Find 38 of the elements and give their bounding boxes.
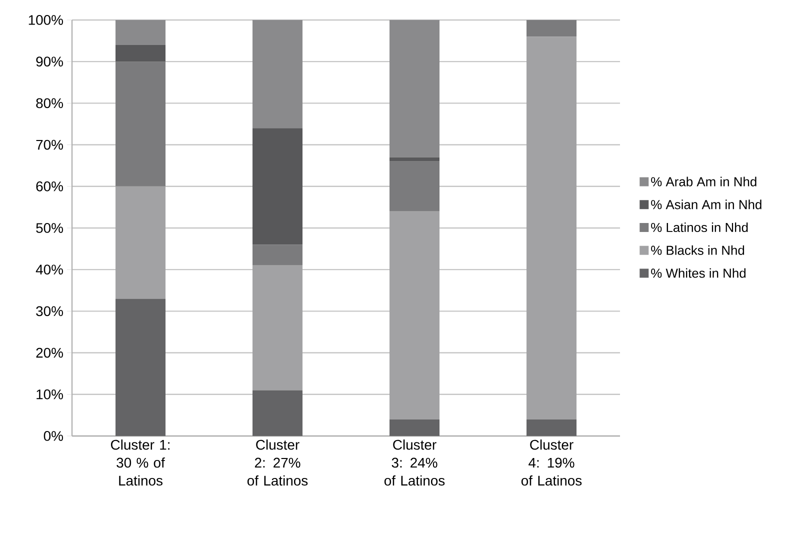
bar [390,419,440,436]
bar [116,298,166,436]
x-tick-label: Cluster 1: 30 % of Latinos [110,440,170,486]
bar [252,128,303,245]
bar [116,62,166,186]
bar [252,244,303,266]
y-tick-label: 0% [44,431,63,441]
bar [116,20,166,45]
bar [252,265,303,390]
bar [526,20,577,37]
bar [116,186,166,299]
bar [390,211,440,420]
x-tick-label: Cluster 3: 24% of Latinos [384,440,445,486]
bar [390,20,440,158]
bar [526,419,577,436]
y-tick-label: 40% [36,264,63,275]
bar [116,44,166,62]
y-tick-label: 90% [36,56,63,67]
y-tick-label: 70% [36,140,63,150]
bar [390,157,440,162]
legend-label: % Blacks in Nhd [651,245,744,255]
legend-label: % Arab Am in Nhd [651,176,756,186]
y-tick-label: 60% [36,181,63,192]
bar [252,20,303,128]
bar [252,390,303,436]
y-tick-label: 20% [36,348,63,358]
y-tick-label: 100% [28,15,63,25]
bar [526,36,577,420]
x-tick-label: Cluster 2: 27% of Latinos [247,440,308,486]
y-tick-label: 10% [36,389,63,400]
legend-label: % Asian Am in Nhd [651,200,762,210]
legend-label: % Latinos in Nhd [651,222,748,232]
y-tick-label: 30% [36,306,63,316]
bar [390,161,440,212]
y-tick-label: 50% [36,223,63,233]
legend-label: % Whites in Nhd [651,268,746,278]
y-tick-label: 80% [36,98,63,108]
x-tick-label: Cluster 4: 19% of Latinos [521,440,582,486]
